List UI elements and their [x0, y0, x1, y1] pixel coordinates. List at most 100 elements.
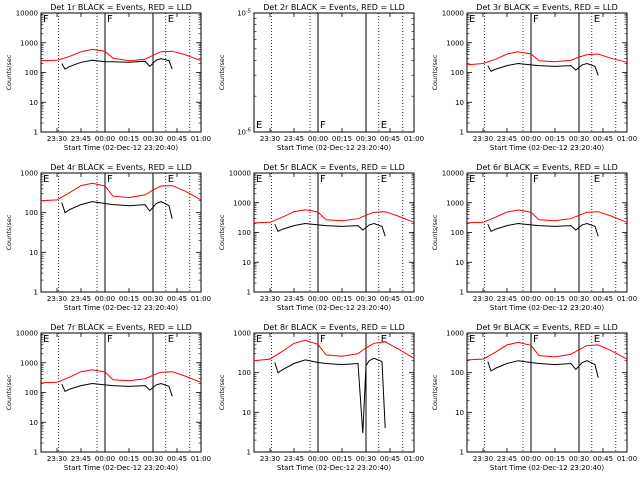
x-axis-label: Start Time (02-Dec-12 23:20:40) [490, 304, 604, 312]
y-axis-label: Counts/sec [431, 54, 439, 90]
y-axis-label: Counts/sec [218, 374, 226, 410]
y-tick-label: 1 [460, 449, 464, 457]
x-tick-label: 00:00 [308, 455, 328, 463]
flag-label: E [469, 14, 475, 25]
lld-rate-line [253, 339, 415, 362]
y-tick-label: 1000 [233, 330, 251, 338]
plot-frame [253, 332, 415, 453]
x-tick-label: 00:00 [521, 295, 541, 303]
plot-frame [253, 172, 415, 293]
x-tick-label: 00:15 [545, 135, 565, 143]
lld-rate-line [40, 369, 202, 384]
x-tick-label: 00:45 [593, 455, 613, 463]
x-tick-label: 01:00 [191, 295, 211, 303]
events-rate-line [61, 382, 173, 397]
flag-label: F [533, 334, 539, 345]
y-tick-label: 100 [25, 209, 38, 217]
x-axis-label: Start Time (02-Dec-12 23:20:40) [64, 464, 178, 472]
panel-title: Det 9r BLACK = Events, RED = LLD [476, 323, 618, 332]
x-axis-label: Start Time (02-Dec-12 23:20:40) [490, 144, 604, 152]
x-tick-label: 01:00 [191, 135, 211, 143]
panel-9: Det 9r BLACK = Events, RED = LLD Counts/s… [431, 323, 637, 472]
x-tick-label: 00:00 [95, 295, 115, 303]
x-tick-label: 00:30 [356, 135, 376, 143]
panel-title: Det 5r BLACK = Events, RED = LLD [263, 163, 405, 172]
x-tick-label: 23:45 [284, 135, 304, 143]
y-tick-label: 10-5 [237, 9, 251, 18]
lld-rate-line [40, 48, 202, 62]
x-tick-label: 23:30 [47, 135, 67, 143]
y-axis-label: Counts/sec [218, 54, 226, 90]
x-tick-label: 00:00 [521, 135, 541, 143]
flag-label: E [381, 120, 387, 131]
y-tick-label: 1 [460, 289, 464, 297]
y-tick-label: 100 [451, 369, 464, 377]
flag-label: E [168, 334, 174, 345]
x-tick-label: 00:30 [569, 135, 589, 143]
x-tick-label: 00:30 [569, 455, 589, 463]
x-tick-label: 00:45 [167, 295, 187, 303]
y-tick-label: 10000 [229, 170, 251, 178]
y-axis-label: Counts/sec [5, 374, 13, 410]
y-tick-label: 1000 [233, 199, 251, 207]
y-axis-label: Counts/sec [5, 214, 13, 250]
y-tick-label: 10000 [442, 170, 464, 178]
x-tick-label: 01:00 [617, 135, 637, 143]
panel-4: Det 4r BLACK = Events, RED = LLD Counts/s… [5, 163, 211, 312]
flag-label: E [594, 174, 600, 185]
panel-title: Det 8r BLACK = Events, RED = LLD [263, 323, 405, 332]
x-tick-label: 00:45 [380, 295, 400, 303]
y-tick-label: 10 [29, 99, 38, 107]
panel-1: Det 1r BLACK = Events, RED = LLD Counts/s… [5, 3, 211, 152]
lld-rate-line [466, 209, 628, 224]
y-tick-label: 10000 [16, 330, 38, 338]
events-rate-line [274, 357, 386, 434]
y-tick-label: 10 [242, 409, 251, 417]
x-tick-label: 23:30 [260, 295, 280, 303]
x-tick-label: 00:15 [119, 135, 139, 143]
x-tick-label: 23:45 [71, 135, 91, 143]
y-tick-label: 10000 [16, 10, 38, 18]
panel-title: Det 6r BLACK = Events, RED = LLD [476, 163, 618, 172]
x-tick-label: 00:00 [95, 135, 115, 143]
x-axis-label: Start Time (02-Dec-12 23:20:40) [277, 464, 391, 472]
x-tick-label: 23:30 [260, 455, 280, 463]
lld-rate-line [253, 209, 415, 224]
flag-label: E [256, 174, 262, 185]
y-tick-label: 1000 [446, 330, 464, 338]
y-axis-label: Counts/sec [5, 54, 13, 90]
y-tick-label: 1 [460, 129, 464, 137]
y-tick-label: 10 [242, 259, 251, 267]
x-tick-label: 23:45 [497, 135, 517, 143]
x-tick-label: 00:30 [143, 135, 163, 143]
plot-frame [40, 332, 202, 453]
panel-title: Det 2r BLACK = Events, RED = LLD [263, 3, 405, 12]
y-tick-label: 1000 [20, 359, 38, 367]
flag-label: E [594, 14, 600, 25]
flag-label: E [168, 174, 174, 185]
x-tick-label: 00:30 [569, 295, 589, 303]
x-tick-label: 00:15 [545, 455, 565, 463]
y-tick-label: 100 [238, 229, 251, 237]
flag-label: F [107, 14, 113, 25]
x-tick-label: 23:45 [71, 455, 91, 463]
flag-label: E [469, 174, 475, 185]
x-tick-label: 00:30 [356, 455, 376, 463]
x-tick-label: 00:00 [308, 295, 328, 303]
flag-label: E [256, 120, 262, 131]
x-tick-label: 00:00 [521, 455, 541, 463]
x-tick-label: 00:15 [332, 135, 352, 143]
x-tick-label: 23:45 [284, 295, 304, 303]
x-axis-label: Start Time (02-Dec-12 23:20:40) [277, 144, 391, 152]
plot-frame [253, 12, 415, 133]
lld-rate-line [466, 51, 628, 66]
flag-label: E [469, 334, 475, 345]
flag-label: F [43, 14, 49, 25]
flag-label: E [168, 14, 174, 25]
y-tick-label: 10 [455, 259, 464, 267]
x-tick-label: 01:00 [404, 455, 424, 463]
x-tick-label: 00:15 [119, 455, 139, 463]
flag-label: F [320, 120, 326, 131]
x-tick-label: 23:30 [47, 295, 67, 303]
